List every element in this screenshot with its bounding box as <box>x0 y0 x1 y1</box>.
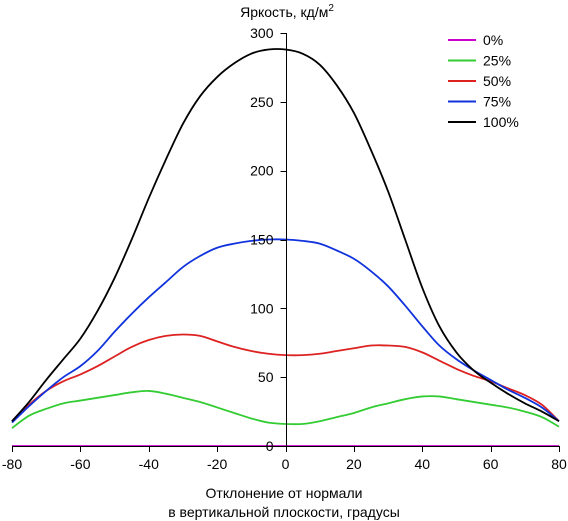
y-tick-label: 150 <box>250 232 274 248</box>
y-axis-title-superscript: 2 <box>328 3 334 14</box>
legend-label-25-percent: 25% <box>483 53 511 69</box>
x-tick-label: -60 <box>70 456 90 472</box>
y-tick-label: 50 <box>258 369 274 385</box>
y-tick-label: 100 <box>250 300 274 316</box>
series-line-25-percent <box>11 389 560 429</box>
legend-label-50-percent: 50% <box>483 73 511 89</box>
x-tick-label: 20 <box>346 456 362 472</box>
series-line-75-percent <box>11 238 560 424</box>
x-axis-ticks: -80 -60 -40 -20 0 20 40 60 80 <box>2 446 567 472</box>
x-tick-label: 60 <box>483 456 499 472</box>
legend-label-0-percent: 0% <box>483 32 503 48</box>
y-tick-label: 250 <box>250 94 274 110</box>
x-tick-label: -80 <box>2 456 22 472</box>
y-axis-title: Яркость, кд/м2 <box>240 3 334 20</box>
series-lines <box>11 48 560 447</box>
legend-label-75-percent: 75% <box>483 94 511 110</box>
legend: 0% 25% 50% 75% 100% <box>448 32 519 130</box>
x-tick-label: 40 <box>414 456 430 472</box>
series-line-50-percent <box>11 333 560 422</box>
x-tick-label: 0 <box>282 456 290 472</box>
series-line-100-percent <box>11 48 560 423</box>
plot-area: -80 -60 -40 -20 0 20 40 60 80 0 50 100 150 200 250 300 <box>2 25 567 472</box>
y-axis-ticks: 0 50 100 150 200 250 300 <box>250 25 287 454</box>
y-tick-label: 0 <box>266 438 274 454</box>
y-tick-label: 300 <box>250 25 274 41</box>
x-tick-label: -20 <box>207 456 227 472</box>
y-tick-label: 200 <box>250 163 274 179</box>
x-axis-title-line-2: в вертикальной плоскости, градусы <box>168 504 400 520</box>
x-axis-title-line-1: Отклонение от нормали <box>206 485 363 501</box>
x-tick-label: -40 <box>139 456 159 472</box>
x-tick-label: 80 <box>551 456 567 472</box>
legend-label-100-percent: 100% <box>483 114 519 130</box>
